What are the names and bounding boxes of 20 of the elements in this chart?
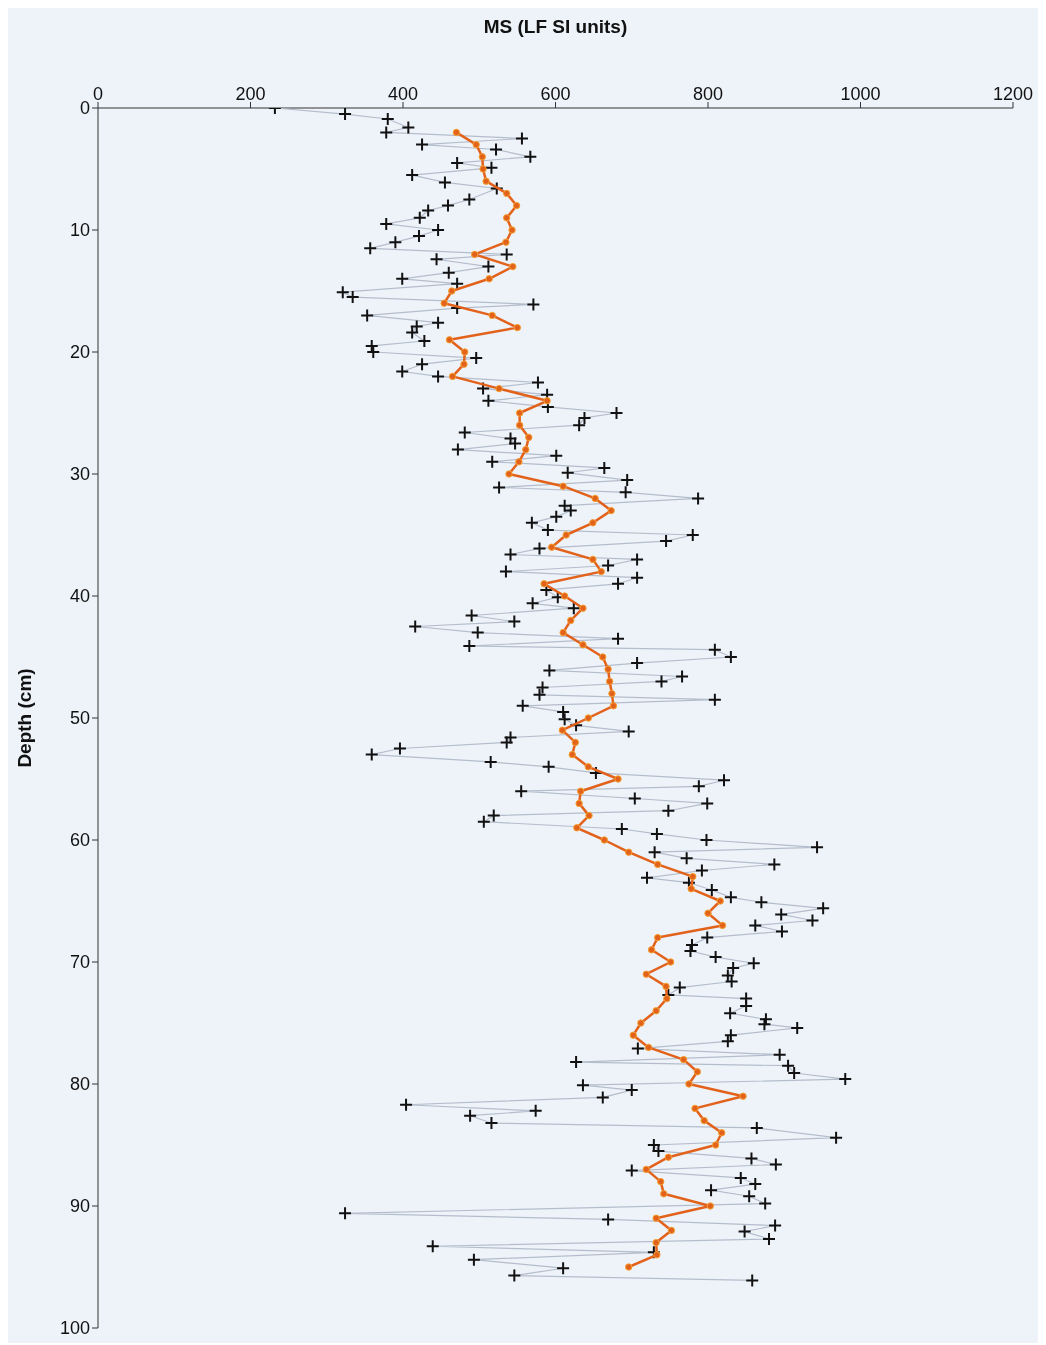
y-tick-label: 10: [69, 220, 90, 241]
x-tick-label: 1000: [840, 84, 881, 104]
y-tick-label: 100: [59, 1318, 90, 1339]
y-tick-label: 30: [69, 464, 90, 485]
x-tick-label: 1200: [992, 84, 1034, 104]
x-tick-label: 600: [540, 84, 571, 104]
x-axis-title: MS (LF SI units): [483, 16, 628, 38]
y-tick-label: 0: [79, 98, 90, 119]
y-tick-label: 90: [69, 1196, 90, 1217]
y-tick-label: 80: [69, 1074, 90, 1095]
y-tick-label: 20: [69, 342, 90, 363]
y-tick-label: 60: [69, 830, 90, 851]
y-tick-label: 70: [69, 952, 90, 973]
x-tick-label: 0: [92, 84, 104, 104]
x-tick-label: 200: [235, 84, 266, 104]
y-tick-label: 40: [69, 586, 90, 607]
y-axis-title: Depth (cm): [13, 668, 35, 768]
x-tick-label: 400: [387, 84, 419, 104]
x-tick-label: 800: [692, 84, 724, 104]
y-tick-label: 50: [69, 708, 90, 729]
